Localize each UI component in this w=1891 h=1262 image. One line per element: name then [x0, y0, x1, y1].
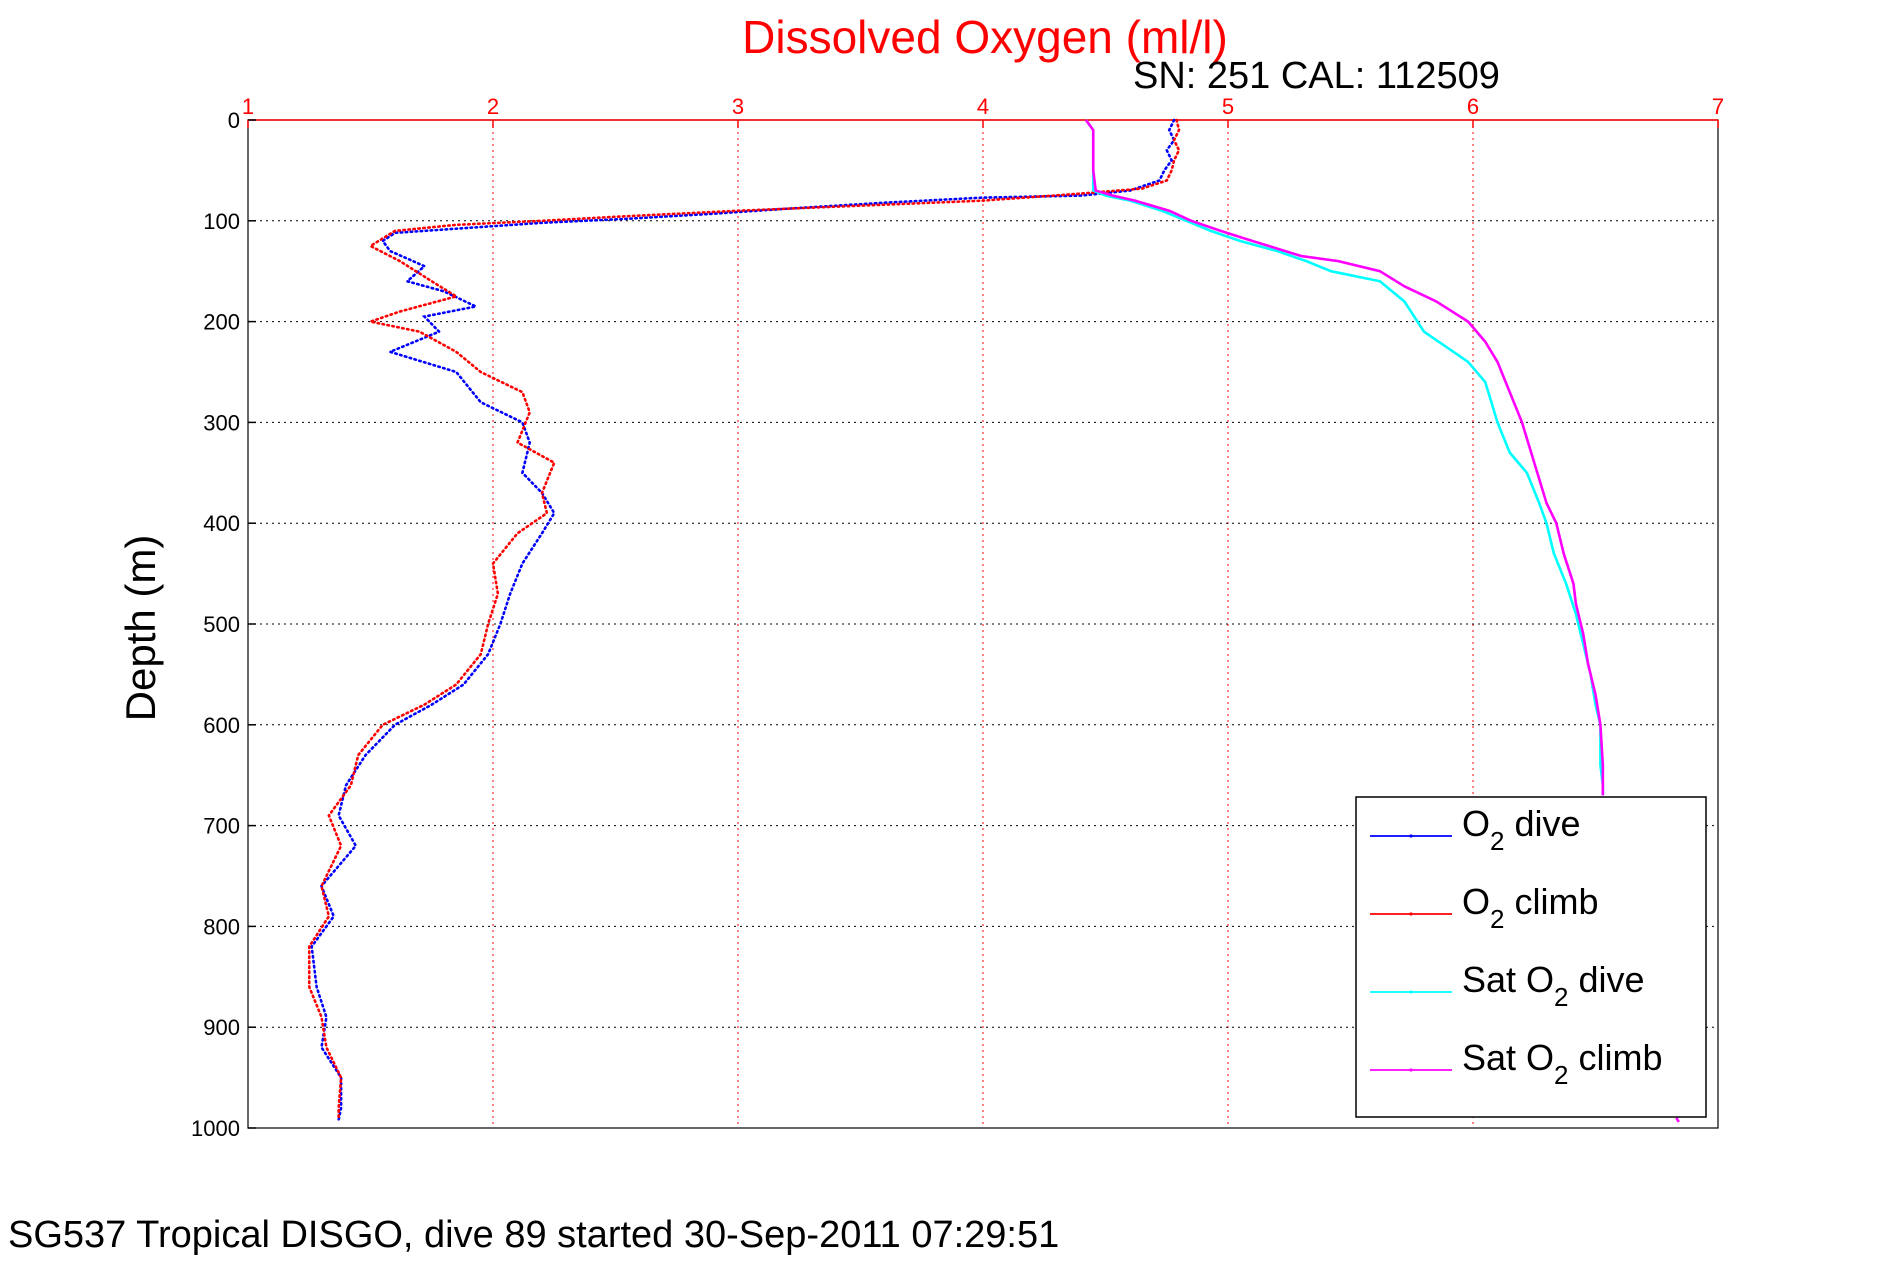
y-tick-label: 200 [203, 310, 240, 335]
series-sat-o2-dive [1084, 119, 1605, 796]
y-tick-label: 100 [203, 209, 240, 234]
chart-subtitle: SN: 251 CAL: 112509 [1133, 55, 1500, 97]
y-tick-label: 400 [203, 511, 240, 536]
series-tail [1675, 1117, 1680, 1123]
legend-marker [1409, 990, 1413, 994]
series-line [1084, 119, 1605, 796]
y-tick-label: 300 [203, 410, 240, 435]
y-tick-label: 900 [203, 1015, 240, 1040]
series-o2-climb [307, 118, 1181, 1120]
legend-entry: Sat O2 climb [1370, 1037, 1663, 1090]
series-layer [307, 118, 1680, 1123]
x-axis-ticks: 1 2 3 4 5 6 7 [242, 94, 1724, 128]
y-tick-label: 1000 [191, 1116, 240, 1141]
x-tick-label: 6 [1467, 94, 1479, 119]
legend-label: O2 dive [1462, 803, 1581, 856]
x-tick-label: 5 [1222, 94, 1234, 119]
y-tick-label: 500 [203, 612, 240, 637]
series-line [307, 118, 1181, 1120]
x-tick-label: 2 [487, 94, 499, 119]
series-o2-dive [310, 118, 1176, 1122]
chart-title: Dissolved Oxygen (ml/l) [742, 11, 1228, 63]
y-tick-label: 0 [228, 108, 240, 133]
y-tick-label: 700 [203, 814, 240, 839]
y-axis-ticks: 0 100 200 300 400 500 600 700 800 900 1000 [191, 108, 256, 1141]
x-tick-label: 3 [732, 94, 744, 119]
series-sat-o2-climb [1084, 119, 1605, 796]
legend-label: Sat O2 climb [1462, 1037, 1663, 1090]
x-tick-label: 4 [977, 94, 989, 119]
legend-label: O2 climb [1462, 881, 1599, 934]
legend-marker [1409, 912, 1413, 916]
y-axis-label: Depth (m) [117, 535, 164, 722]
legend-marker [1409, 834, 1413, 838]
legend: O2 dive O2 climb Sat O2 dive Sat O2 climb [1355, 796, 1707, 1118]
y-tick-label: 600 [203, 713, 240, 738]
legend-entry: O2 dive [1370, 803, 1581, 856]
legend-marker [1409, 1068, 1413, 1072]
legend-entry: Sat O2 dive [1370, 959, 1645, 1012]
series-line [1084, 119, 1605, 796]
legend-entry: O2 climb [1370, 881, 1599, 934]
series-line [310, 118, 1176, 1122]
x-tick-label: 7 [1712, 94, 1724, 119]
x-tick-label: 1 [242, 94, 254, 119]
y-tick-label: 800 [203, 914, 240, 939]
legend-label: Sat O2 dive [1462, 959, 1645, 1012]
legend-box [1355, 796, 1707, 1118]
figure-caption: SG537 Tropical DISGO, dive 89 started 30… [8, 1214, 1059, 1256]
